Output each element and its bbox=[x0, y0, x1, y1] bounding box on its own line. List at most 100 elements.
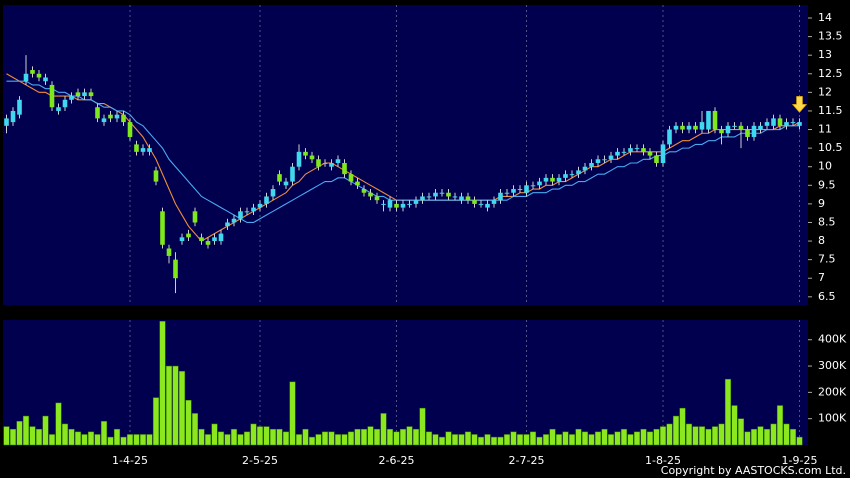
volume-bar bbox=[165, 365, 173, 446]
volume-bar bbox=[633, 431, 641, 446]
volume-bar bbox=[627, 434, 634, 446]
candle-body bbox=[511, 189, 516, 193]
y-tick-label: 13 bbox=[818, 48, 832, 61]
candle-body bbox=[725, 125, 731, 134]
candle-body bbox=[153, 170, 159, 182]
volume-bar bbox=[776, 405, 784, 446]
volume-bar bbox=[139, 434, 147, 446]
volume-bar bbox=[178, 371, 186, 446]
y-tick-label: 14 bbox=[818, 11, 832, 24]
candle-body bbox=[147, 148, 152, 152]
candle-body bbox=[615, 151, 620, 156]
candle-body bbox=[303, 151, 308, 156]
volume-bar bbox=[503, 434, 511, 446]
volume-bar bbox=[679, 407, 686, 446]
volume-bar bbox=[334, 434, 342, 446]
price-panel bbox=[3, 5, 808, 305]
candle-body bbox=[485, 203, 490, 208]
volume-bar bbox=[302, 428, 309, 446]
candle-body bbox=[264, 196, 269, 204]
candle-body bbox=[56, 107, 61, 111]
candle-body bbox=[75, 92, 81, 97]
candle-body bbox=[498, 192, 503, 201]
candle-body bbox=[251, 207, 256, 212]
volume-bar bbox=[731, 405, 738, 446]
volume-bar bbox=[321, 431, 329, 446]
volume-bar bbox=[646, 431, 654, 446]
volume-bar bbox=[568, 434, 576, 446]
candle-body bbox=[108, 114, 113, 119]
candle-body bbox=[764, 122, 770, 126]
candle-body bbox=[550, 177, 555, 182]
candle-body bbox=[790, 122, 796, 124]
volume-bar bbox=[724, 378, 732, 446]
candle-body bbox=[17, 99, 22, 115]
volume-bar bbox=[35, 428, 43, 446]
candle-body bbox=[608, 155, 614, 160]
candle-body bbox=[231, 218, 237, 223]
volume-bar bbox=[159, 321, 166, 446]
volume-bar bbox=[796, 436, 803, 446]
candle-body bbox=[465, 196, 471, 201]
volume-bar bbox=[412, 428, 420, 446]
volume-bar bbox=[16, 421, 23, 446]
candle-body bbox=[127, 122, 133, 137]
x-tick-label: 2-5-25 bbox=[242, 454, 278, 467]
volume-bar bbox=[263, 426, 270, 446]
candle-body bbox=[316, 159, 321, 167]
y-tick-label: 300K bbox=[818, 359, 847, 372]
volume-bar bbox=[562, 431, 569, 446]
y-tick-label: 11.5 bbox=[818, 104, 843, 117]
candle-body bbox=[712, 110, 718, 130]
volume-bar bbox=[107, 436, 114, 446]
volume-bar bbox=[763, 428, 771, 446]
candle-body bbox=[218, 233, 224, 242]
volume-bar bbox=[536, 436, 543, 446]
volume-bar bbox=[757, 426, 764, 446]
candle-body bbox=[283, 181, 289, 186]
candle-body bbox=[322, 162, 328, 164]
y-tick-label: 11 bbox=[818, 123, 832, 136]
volume-bar bbox=[230, 428, 238, 446]
volume-bar bbox=[276, 428, 283, 446]
x-tick-label: 1-9-25 bbox=[782, 454, 818, 467]
y-tick-label: 9.5 bbox=[818, 178, 836, 191]
candle-body bbox=[641, 148, 646, 152]
candle-body bbox=[530, 185, 536, 187]
candle-body bbox=[257, 203, 263, 208]
volume-bar bbox=[497, 436, 504, 446]
candle-body bbox=[433, 192, 438, 197]
volume-bar bbox=[55, 402, 62, 446]
volume-bar bbox=[289, 381, 296, 446]
candle-body bbox=[387, 200, 393, 208]
volume-bar bbox=[601, 428, 608, 446]
candle-body bbox=[797, 122, 802, 126]
moving-average-line bbox=[6, 80, 800, 224]
volume-bar bbox=[692, 426, 699, 446]
candle-body bbox=[673, 125, 679, 130]
candle-body bbox=[101, 118, 107, 123]
volume-bar bbox=[464, 431, 472, 446]
volume-bar bbox=[74, 431, 82, 446]
candle-body bbox=[225, 222, 230, 227]
candle-body bbox=[420, 196, 425, 201]
volume-bar bbox=[113, 428, 121, 446]
volume-bar bbox=[146, 434, 153, 446]
volume-bar bbox=[133, 434, 140, 446]
candle-body bbox=[368, 192, 373, 197]
volume-bar bbox=[783, 423, 790, 446]
volume-bar bbox=[529, 431, 537, 446]
y-tick-label: 400K bbox=[818, 333, 847, 346]
volume-bar bbox=[217, 431, 225, 446]
candle-body bbox=[628, 148, 633, 152]
volume-bar bbox=[48, 434, 56, 446]
volume-bar bbox=[100, 421, 108, 446]
copyright: Copyright by AASTOCKS.com Ltd. bbox=[661, 464, 846, 477]
candle-body bbox=[660, 144, 666, 163]
volume-bar bbox=[373, 428, 381, 446]
candle-body bbox=[95, 107, 100, 119]
volume-bar bbox=[770, 423, 777, 446]
candle-body bbox=[517, 189, 523, 191]
candle-body bbox=[602, 159, 607, 161]
candle-body bbox=[589, 162, 594, 167]
